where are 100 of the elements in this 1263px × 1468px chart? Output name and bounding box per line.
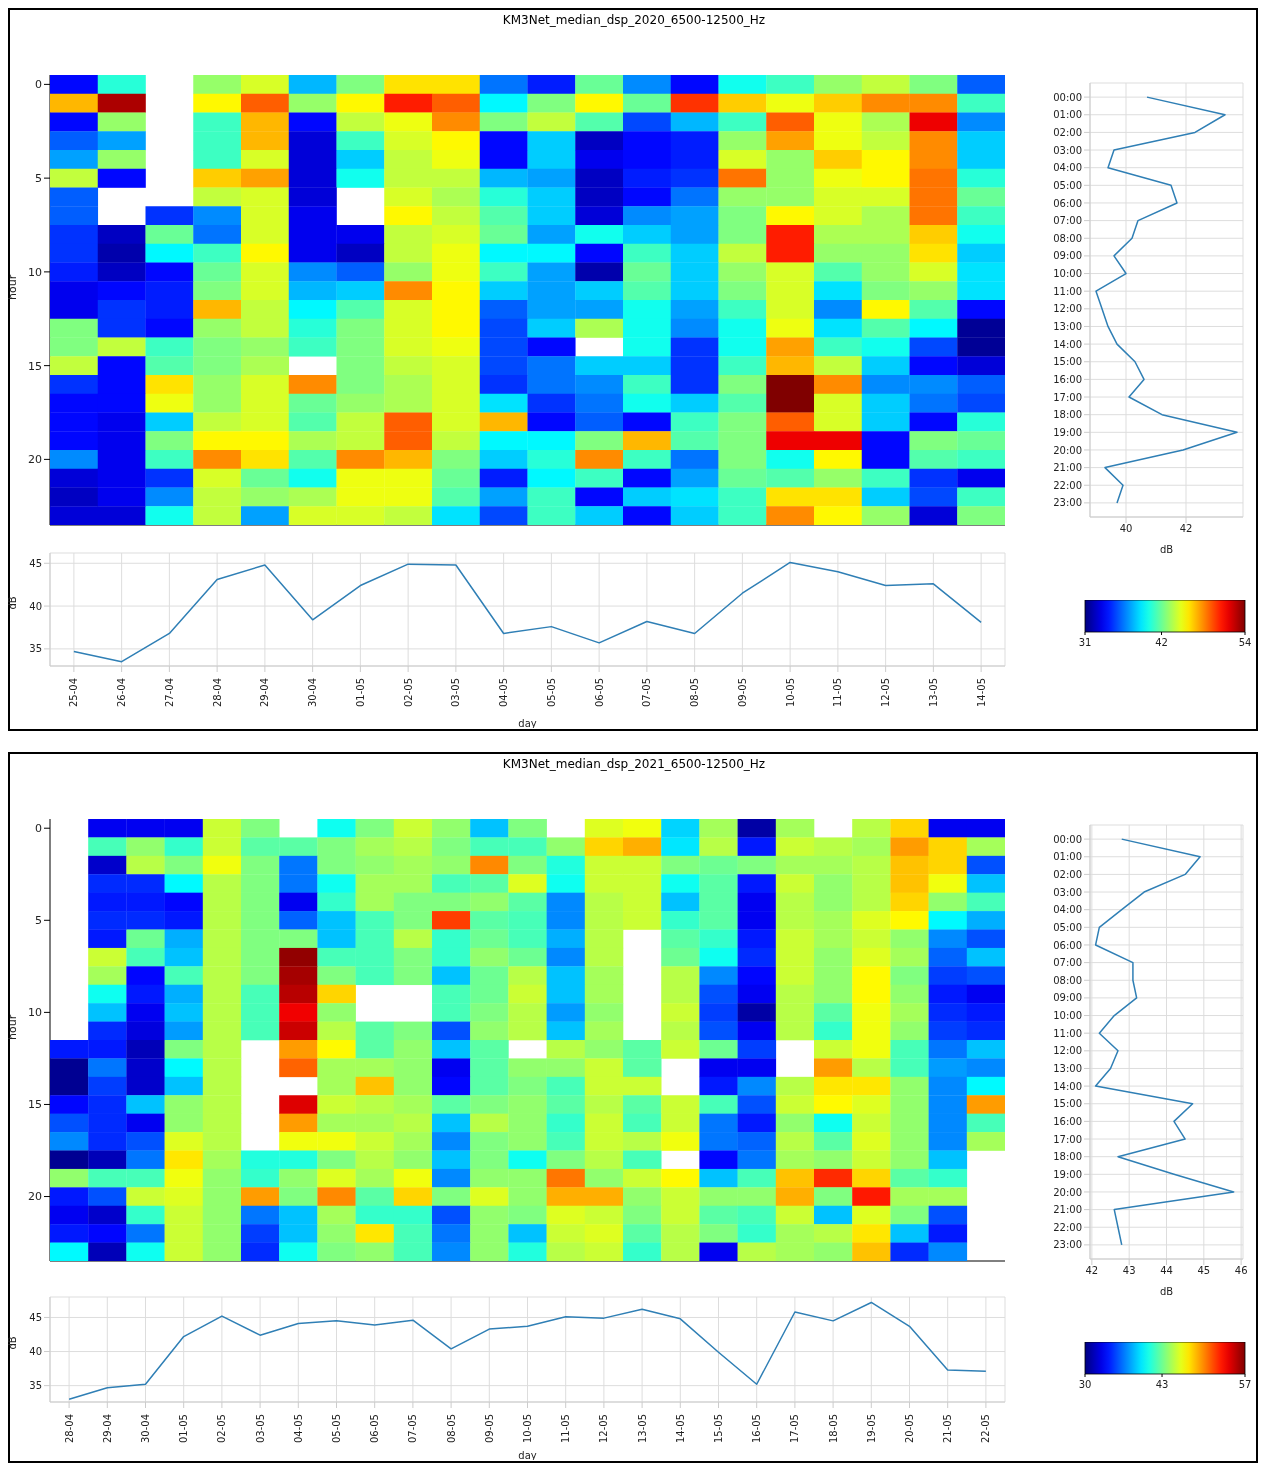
x-tick-label: 14-05	[975, 678, 987, 708]
y-tick-label: 11:00	[1053, 285, 1082, 297]
color-bar-label: 54	[1238, 637, 1252, 648]
x-tick-label: 16-05	[751, 1414, 763, 1444]
x-tick-label: 28-04	[211, 678, 223, 708]
x-tick-label: 26-04	[116, 678, 128, 708]
x-tick-label: 42	[1085, 1265, 1099, 1277]
y-tick-label: 10:00	[1053, 268, 1082, 280]
y-tick-label: 16:00	[1053, 1115, 1082, 1127]
x-tick-label: 46	[1234, 1265, 1248, 1277]
y-tick-label: 09:00	[1053, 250, 1082, 262]
y-tick-label: 09:00	[1053, 992, 1082, 1004]
y-tick-label: 07:00	[1053, 215, 1082, 227]
x-tick-label: 45	[1197, 1265, 1211, 1277]
color-bar-label: 43	[1155, 1379, 1169, 1390]
y-tick-label: 20:00	[1053, 1186, 1082, 1198]
y-tick-label: 02:00	[1053, 126, 1082, 138]
y-tick-label: 20	[28, 1190, 42, 1204]
y-tick-label: 20	[28, 453, 42, 467]
x-tick-label: 30-04	[140, 1414, 151, 1444]
y-tick-label: 21:00	[1053, 1204, 1082, 1216]
x-tick-label: 13-05	[927, 678, 939, 708]
y-tick-label: 02:00	[1053, 868, 1082, 880]
y-tick-label: 19:00	[1053, 1168, 1082, 1180]
x-tick-label: 07-05	[407, 1414, 419, 1444]
x-tick-label: 25-04	[68, 678, 80, 708]
y-tick-label: 40	[29, 600, 42, 612]
y-tick-label: 10	[28, 265, 42, 279]
x-tick-label: 43	[1122, 1265, 1136, 1277]
y-tick-label: 04:00	[1053, 904, 1082, 916]
x-tick-label: 04-05	[498, 678, 510, 708]
x-tick-label: 22-05	[980, 1414, 992, 1444]
y-tick-label: 16:00	[1053, 373, 1082, 385]
x-tick-label: 44	[1160, 1265, 1173, 1277]
y-tick-label: 12:00	[1053, 1045, 1082, 1057]
x-tick-label: 17-05	[789, 1414, 801, 1444]
x-tick-label: 05-05	[331, 1414, 342, 1444]
x-tick-label: 03-05	[254, 1414, 266, 1444]
x-tick-label: 06-05	[369, 1414, 381, 1444]
y-tick-label: 19:00	[1053, 426, 1082, 438]
x-tick-label: 07-05	[641, 678, 653, 708]
y-axis-title: hour	[5, 274, 19, 300]
y-tick-label: 0	[35, 822, 42, 836]
x-tick-label: 11-05	[832, 678, 844, 708]
y-tick-label: 05:00	[1053, 921, 1082, 933]
y-tick-label: 35	[29, 643, 42, 655]
y-tick-label: 23:00	[1053, 497, 1082, 509]
chart-title: KM3Net_median_dsp_2020_6500-12500_Hz	[501, 13, 767, 27]
y-tick-label: 00:00	[1053, 91, 1082, 103]
x-tick-label: 05-05	[545, 678, 557, 708]
x-tick-label: 03-05	[450, 678, 462, 708]
y-tick-label: 15:00	[1053, 1098, 1082, 1110]
x-tick-label: 04-05	[292, 1414, 304, 1444]
x-tick-label: 20-05	[904, 1414, 915, 1444]
x-tick-label: 12-05	[880, 678, 892, 708]
x-tick-label: 28-04	[63, 1414, 75, 1444]
y-tick-label: 00:00	[1053, 833, 1082, 845]
chart-title: KM3Net_median_dsp_2021_6500-12500_Hz	[501, 757, 767, 771]
x-tick-label: 02-05	[216, 1414, 228, 1444]
y-tick-label: 22:00	[1053, 1221, 1082, 1233]
x-tick-label: 29-04	[101, 1414, 113, 1444]
x-tick-label: 08-05	[445, 1414, 457, 1444]
y-tick-label: 06:00	[1053, 939, 1082, 951]
y-tick-label: 03:00	[1053, 144, 1082, 156]
y-tick-label: 17:00	[1053, 391, 1082, 403]
y-tick-label: 0	[35, 78, 42, 92]
y-tick-label: 14:00	[1053, 338, 1082, 350]
x-tick-label: 30-04	[307, 678, 319, 708]
x-tick-label: 14-05	[674, 1414, 686, 1444]
y-tick-label: 07:00	[1053, 957, 1082, 969]
x-tick-label: 01-05	[354, 678, 366, 708]
color-bar-label: 42	[1155, 637, 1168, 648]
y-axis-title: hour	[5, 1014, 19, 1040]
x-tick-label: 09-05	[483, 1414, 495, 1444]
x-tick-label: 19-05	[865, 1414, 877, 1444]
y-tick-label: 21:00	[1053, 462, 1082, 474]
y-tick-label: 35	[29, 1380, 42, 1392]
x-tick-label: 11-05	[560, 1414, 572, 1444]
x-tick-label: 08-05	[689, 678, 701, 708]
line-series	[73, 561, 982, 663]
x-tick-label: 10-05	[784, 678, 796, 708]
y-axis-title: dB	[6, 596, 18, 610]
y-tick-label: 22:00	[1053, 479, 1082, 491]
x-tick-label: 10-05	[522, 1414, 533, 1444]
y-tick-label: 10	[28, 1006, 42, 1020]
y-tick-label: 23:00	[1053, 1239, 1082, 1251]
y-tick-label: 01:00	[1053, 109, 1082, 121]
y-axis-title: dB	[6, 1336, 18, 1350]
y-tick-label: 06:00	[1053, 197, 1082, 209]
y-tick-label: 18:00	[1053, 1151, 1082, 1163]
x-tick-label: 12-05	[598, 1414, 610, 1444]
y-tick-label: 15	[28, 359, 42, 373]
y-tick-label: 15:00	[1053, 356, 1082, 368]
y-tick-label: 20:00	[1053, 444, 1082, 456]
x-tick-label: 29-04	[259, 678, 271, 708]
x-axis-title: dB	[1159, 1286, 1174, 1297]
y-tick-label: 04:00	[1053, 162, 1082, 174]
line-series	[68, 1301, 987, 1401]
color-bar-label: 31	[1078, 637, 1092, 648]
y-tick-label: 15	[28, 1098, 42, 1112]
